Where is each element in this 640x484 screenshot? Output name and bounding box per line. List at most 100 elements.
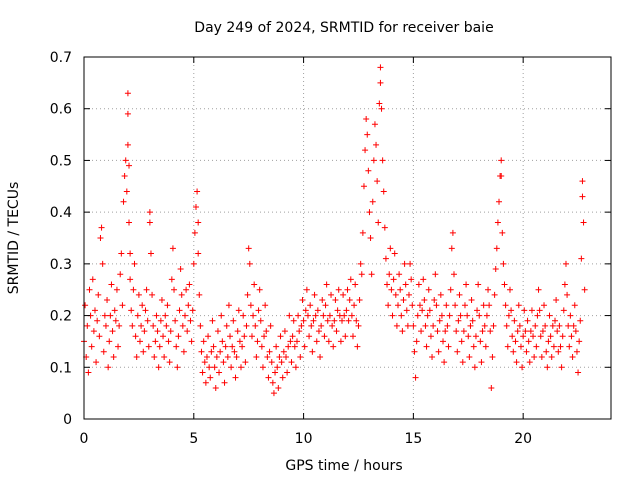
y-tick-label: 0.6 <box>50 102 72 118</box>
data-point <box>194 188 201 195</box>
data-point <box>290 317 297 324</box>
data-point <box>351 302 358 309</box>
data-point <box>155 364 162 371</box>
data-point <box>458 338 465 345</box>
data-point <box>115 343 122 350</box>
data-point <box>549 322 556 329</box>
data-point <box>454 348 461 355</box>
data-point <box>349 333 356 340</box>
data-point <box>402 281 409 288</box>
y-tick-label: 0.5 <box>50 153 72 169</box>
data-point <box>516 322 523 329</box>
data-point <box>435 348 442 355</box>
data-point <box>195 250 202 257</box>
data-point <box>447 286 454 293</box>
data-point <box>95 291 102 298</box>
data-point <box>229 343 236 350</box>
data-point <box>556 322 563 329</box>
data-point <box>145 343 152 350</box>
data-point <box>134 312 141 319</box>
y-tick-label: 0.3 <box>50 257 72 273</box>
data-point <box>564 291 571 298</box>
data-point <box>423 343 430 350</box>
data-point <box>143 286 150 293</box>
data-point <box>505 312 512 319</box>
data-point <box>307 302 314 309</box>
data-point <box>432 271 439 278</box>
data-point <box>333 328 340 335</box>
data-point <box>252 322 259 329</box>
data-point <box>283 353 290 360</box>
data-point <box>219 338 226 345</box>
data-point <box>363 116 370 123</box>
data-point <box>100 348 107 355</box>
data-point <box>144 317 151 324</box>
data-point <box>570 322 577 329</box>
data-point <box>577 317 584 324</box>
data-point <box>306 333 313 340</box>
data-point <box>146 209 153 216</box>
data-point <box>506 286 513 293</box>
data-point <box>427 333 434 340</box>
data-point <box>352 281 359 288</box>
data-point <box>120 198 127 205</box>
data-point <box>528 307 535 314</box>
data-point <box>344 286 351 293</box>
data-point <box>160 333 167 340</box>
data-point <box>567 312 574 319</box>
data-point <box>246 260 253 267</box>
data-point <box>381 224 388 231</box>
data-point <box>438 312 445 319</box>
data-point <box>457 312 464 319</box>
data-point <box>504 343 511 350</box>
data-point <box>487 328 494 335</box>
data-point <box>348 312 355 319</box>
data-point <box>216 369 223 376</box>
data-point <box>421 297 428 304</box>
data-point <box>277 333 284 340</box>
data-point <box>109 328 116 335</box>
data-point <box>133 353 140 360</box>
data-point <box>354 343 361 350</box>
data-point <box>184 328 191 335</box>
data-point <box>163 322 170 329</box>
data-point <box>196 291 203 298</box>
data-point <box>479 328 486 335</box>
data-point <box>380 188 387 195</box>
data-point <box>132 333 139 340</box>
data-point <box>287 338 294 345</box>
data-point <box>84 322 91 329</box>
data-point <box>442 328 449 335</box>
data-point <box>113 286 120 293</box>
data-point <box>463 281 470 288</box>
data-point <box>374 178 381 185</box>
data-point <box>353 317 360 324</box>
data-point <box>298 322 305 329</box>
data-point <box>98 224 105 231</box>
data-point <box>227 333 234 340</box>
data-point <box>157 317 164 324</box>
data-point <box>575 369 582 376</box>
data-point <box>314 307 321 314</box>
data-point <box>185 302 192 309</box>
data-point <box>453 328 460 335</box>
data-point <box>85 369 92 376</box>
data-point <box>301 343 308 350</box>
data-point <box>337 338 344 345</box>
data-point <box>272 369 279 376</box>
data-point <box>317 353 324 360</box>
data-point <box>238 364 245 371</box>
data-point <box>212 384 219 391</box>
data-point <box>242 359 249 366</box>
data-point <box>426 307 433 314</box>
data-point <box>536 307 543 314</box>
data-point <box>128 307 135 314</box>
data-point <box>202 379 209 386</box>
data-point <box>209 317 216 324</box>
data-point <box>468 297 475 304</box>
data-point <box>524 317 531 324</box>
data-point <box>391 250 398 257</box>
data-point <box>535 286 542 293</box>
data-point <box>156 343 163 350</box>
data-point <box>552 317 559 324</box>
